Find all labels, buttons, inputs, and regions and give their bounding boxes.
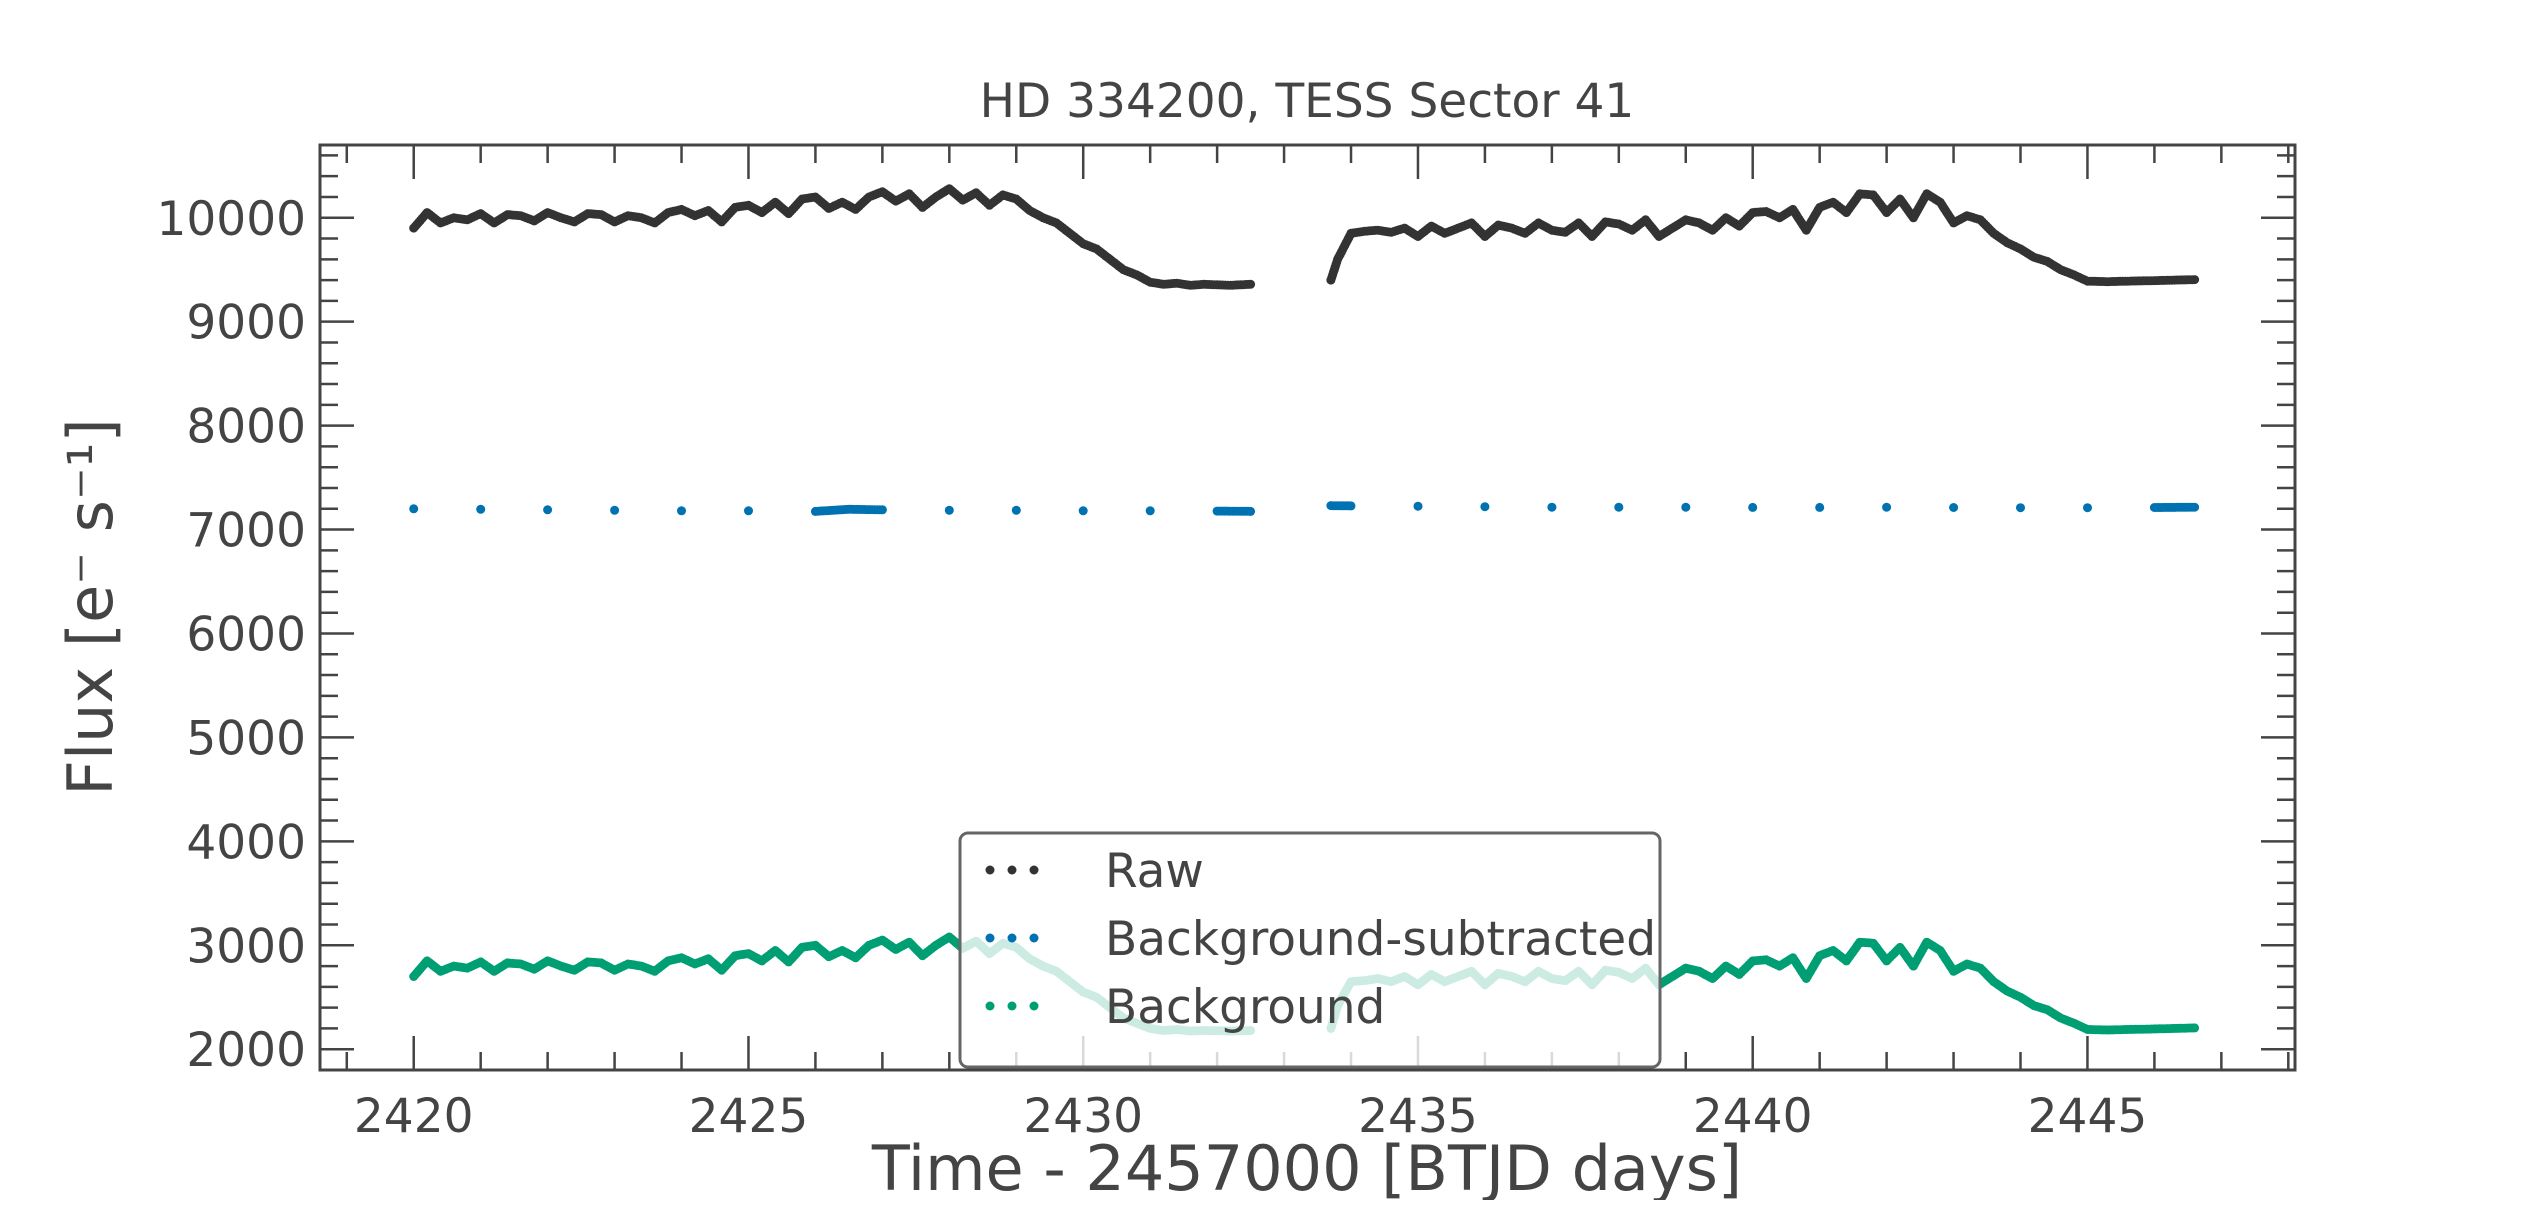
data-point	[409, 504, 419, 514]
legend-label: Raw	[1105, 844, 1204, 899]
data-point	[1246, 506, 1256, 516]
legend-marker-dot	[1029, 933, 1039, 943]
legend-marker-dot	[1007, 933, 1017, 943]
x-tick-label: 2430	[1023, 1089, 1143, 1144]
y-tick-label: 8000	[186, 400, 306, 455]
legend-marker-dot	[985, 865, 995, 875]
legend-marker-dot	[1007, 1001, 1017, 1011]
data-point	[476, 504, 486, 514]
legend-marker-dot	[1029, 865, 1039, 875]
y-tick-label: 9000	[186, 296, 306, 351]
data-point	[1681, 502, 1691, 512]
legend-label: Background-subtracted	[1105, 912, 1656, 967]
data-point	[543, 505, 553, 515]
data-point	[2083, 503, 2092, 513]
x-tick-label: 2435	[1358, 1089, 1478, 1144]
y-tick-label: 3000	[186, 919, 306, 974]
plot-frame	[318, 143, 2297, 1072]
data-point	[1614, 502, 1624, 512]
data-point	[1815, 502, 1825, 512]
x-axis-label: Time - 2457000 [BTJD days]	[871, 1132, 1742, 1200]
y-tick-label: 4000	[186, 815, 306, 870]
legend-label: Background	[1105, 980, 1385, 1035]
data-point	[1145, 506, 1155, 516]
data-point	[1882, 502, 1892, 512]
data-point	[2016, 503, 2025, 513]
data-point	[1078, 506, 1088, 516]
y-tick-label: 10000	[156, 192, 306, 247]
y-tick-label: 6000	[186, 607, 306, 662]
data-point	[1413, 501, 1423, 511]
data-point	[1547, 502, 1557, 512]
data-point	[610, 505, 620, 515]
legend-marker-dot	[1029, 1001, 1039, 1011]
legend: Raw Background-subtracted Background	[958, 831, 1662, 1069]
data-point	[1246, 279, 1256, 289]
y-tick-label: 2000	[186, 1023, 306, 1078]
chart-title: HD 334200, TESS Sector 41	[980, 74, 1635, 129]
legend-marker-dot	[985, 933, 995, 943]
data-point	[1011, 505, 1021, 515]
data-point	[1949, 503, 1959, 512]
data-point	[2190, 1023, 2200, 1033]
legend-marker-dot	[1007, 865, 1017, 875]
x-axis-ticks: 2420 2425 2430 2435 2440 2445	[345, 145, 2290, 1144]
y-tick-label: 7000	[186, 504, 306, 559]
x-tick-label: 2440	[1693, 1089, 1813, 1144]
data-point	[677, 506, 686, 516]
data-point	[2190, 502, 2200, 512]
series-layer	[409, 184, 2200, 1036]
data-point	[744, 506, 753, 516]
data-point	[2190, 275, 2200, 285]
x-tick-label: 2425	[689, 1089, 809, 1144]
data-point	[1748, 502, 1758, 512]
x-tick-label: 2445	[2028, 1089, 2148, 1144]
data-point	[1346, 501, 1356, 511]
y-axis-label: Flux [e⁻ s⁻¹]	[54, 418, 127, 795]
y-tick-label: 5000	[186, 711, 306, 766]
legend-marker	[985, 1001, 1039, 1011]
series-background-subtracted	[409, 501, 2200, 516]
series-raw	[409, 184, 2200, 290]
legend-box	[958, 831, 1662, 1069]
x-tick-label: 2420	[354, 1089, 474, 1144]
data-point	[877, 505, 887, 515]
y-axis-ticks: 2000 3000 4000 5000 6000 7000 8000 9000 10000	[156, 154, 2295, 1078]
data-point	[1480, 502, 1490, 512]
legend-marker	[985, 865, 1039, 875]
legend-marker	[985, 933, 1039, 943]
data-point	[944, 505, 954, 515]
legend-marker-dot	[985, 1001, 995, 1011]
